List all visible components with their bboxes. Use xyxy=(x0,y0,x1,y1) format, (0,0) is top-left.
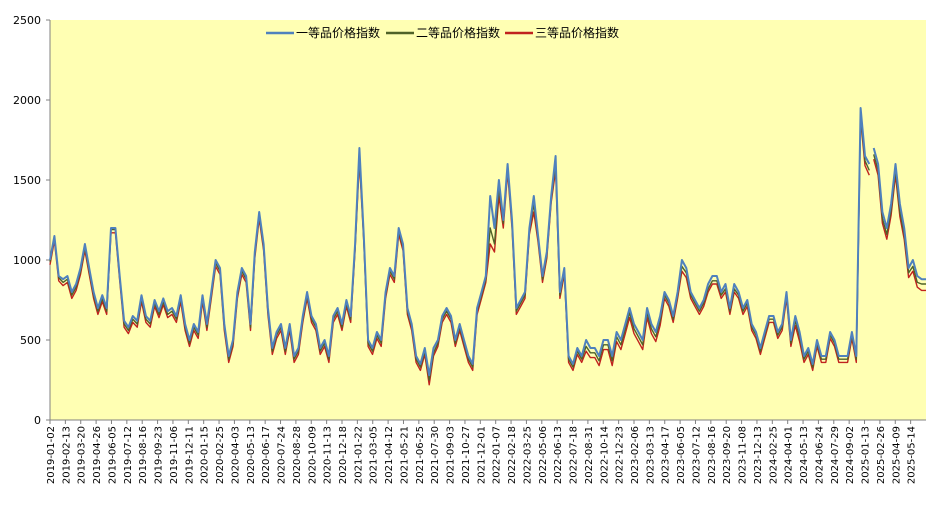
x-tick-label: 2025-01-13 xyxy=(861,426,872,484)
x-tick-label: 2020-05-13 xyxy=(246,426,257,484)
x-tick-label: 2022-02-18 xyxy=(507,426,518,484)
x-tick-label: 2024-04-01 xyxy=(784,426,795,484)
x-tick-label: 2019-12-11 xyxy=(184,426,195,484)
x-tick-label: 2019-08-16 xyxy=(138,426,149,484)
x-tick-label: 2023-02-06 xyxy=(630,426,641,484)
x-tick-label: 2023-08-16 xyxy=(707,426,718,484)
x-tick-label: 2022-12-23 xyxy=(615,426,626,484)
legend-label-1: 一等品价格指数 xyxy=(296,25,380,40)
x-tick-label: 2021-01-22 xyxy=(353,426,364,484)
x-tick-label: 2021-07-30 xyxy=(430,426,441,484)
x-tick-label: 2019-06-05 xyxy=(107,426,118,484)
y-tick-label: 1000 xyxy=(13,254,41,267)
x-tick-label: 2019-02-13 xyxy=(61,426,72,484)
x-tick-label: 2020-02-25 xyxy=(215,426,226,484)
x-tick-label: 2022-01-07 xyxy=(492,426,503,484)
x-tick-label: 2022-03-25 xyxy=(522,426,533,484)
y-tick-label: 0 xyxy=(34,414,41,427)
x-tick-label: 2021-05-21 xyxy=(399,426,410,484)
x-tick-label: 2019-04-26 xyxy=(92,426,103,484)
x-axis: 2019-01-02 2019-02-13 2019-03-20 2019-04-26… xyxy=(46,419,926,484)
x-tick-label: 2021-12-01 xyxy=(476,426,487,484)
x-tick-label: 2024-09-02 xyxy=(845,426,856,484)
x-tick-label: 2021-06-25 xyxy=(415,426,426,484)
x-tick-label: 2020-11-13 xyxy=(323,426,334,484)
x-tick-label: 2023-11-08 xyxy=(738,426,749,484)
legend: 一等品价格指数 二等品价格指数 三等品价格指数 xyxy=(266,25,619,40)
y-tick-label: 2500 xyxy=(13,14,41,27)
x-tick-label: 2023-12-13 xyxy=(753,426,764,484)
x-tick-label: 2025-02-26 xyxy=(876,426,887,484)
x-tick-label: 2019-03-20 xyxy=(77,426,88,484)
x-tick-label: 2020-12-18 xyxy=(338,426,349,484)
x-tick-label: 2021-10-27 xyxy=(461,426,472,484)
x-tick-label: 2020-01-15 xyxy=(200,426,211,484)
y-tick-label: 2000 xyxy=(13,94,41,107)
x-tick-label: 2024-07-29 xyxy=(830,426,841,484)
x-tick-label: 2020-04-03 xyxy=(230,426,241,484)
x-tick-label: 2019-11-06 xyxy=(169,426,180,484)
x-tick-label: 2024-02-25 xyxy=(768,426,779,484)
x-tick-label: 2021-03-05 xyxy=(369,426,380,484)
legend-label-2: 二等品价格指数 xyxy=(416,25,500,40)
x-tick-label: 2023-06-05 xyxy=(676,426,687,484)
x-tick-label: 2022-06-13 xyxy=(553,426,564,484)
series-layer xyxy=(49,107,926,386)
x-tick-label: 2020-06-17 xyxy=(261,426,272,484)
x-tick-label: 2023-07-12 xyxy=(691,426,702,484)
y-tick-label: 1500 xyxy=(13,174,41,187)
x-tick-label: 2023-04-17 xyxy=(661,426,672,484)
series-line-1 xyxy=(49,107,926,377)
x-tick-label: 2022-07-18 xyxy=(569,426,580,484)
y-tick-label: 500 xyxy=(20,334,41,347)
x-tick-label: 2024-05-13 xyxy=(799,426,810,484)
x-tick-label: 2022-10-14 xyxy=(599,426,610,484)
x-tick-label: 2020-10-09 xyxy=(307,426,318,484)
x-tick-label: 2019-09-23 xyxy=(154,426,165,484)
x-tick-label: 2024-06-24 xyxy=(814,426,825,484)
x-tick-label: 2023-03-13 xyxy=(645,426,656,484)
y-axis: 0 500 1000 1500 2000 2500 xyxy=(13,14,51,427)
x-tick-label: 2020-07-24 xyxy=(277,426,288,484)
x-tick-label: 2019-07-12 xyxy=(123,426,134,484)
x-tick-label: 2021-04-12 xyxy=(384,426,395,484)
x-tick-label: 2025-05-14 xyxy=(907,426,918,484)
x-tick-label: 2020-08-28 xyxy=(292,426,303,484)
legend-label-3: 三等品价格指数 xyxy=(535,25,619,40)
x-tick-label: 2021-09-03 xyxy=(446,426,457,484)
x-tick-label: 2023-09-20 xyxy=(722,426,733,484)
x-tick-label: 2019-01-02 xyxy=(46,426,57,484)
x-tick-label: 2022-08-31 xyxy=(584,426,595,484)
x-tick-label: 2022-05-06 xyxy=(538,426,549,484)
x-tick-label: 2025-04-09 xyxy=(891,426,902,484)
